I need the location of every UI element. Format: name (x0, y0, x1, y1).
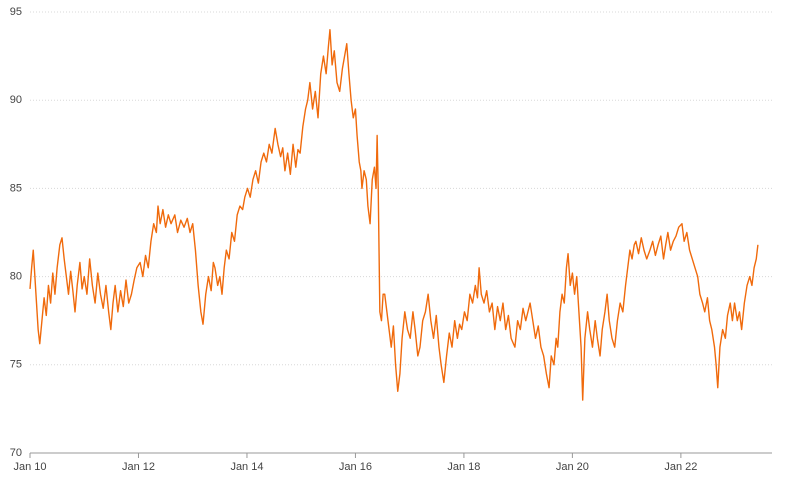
y-tick-label: 85 (10, 182, 22, 194)
x-tick-label: Jan 16 (339, 461, 372, 473)
x-tick-label: Jan 14 (230, 461, 263, 473)
y-tick-label: 95 (10, 6, 22, 18)
series-line (29, 28, 759, 401)
y-tick-label: 75 (10, 359, 22, 371)
x-tick-label: Jan 20 (556, 461, 589, 473)
y-tick-label: 90 (10, 94, 22, 106)
x-tick-label: Jan 18 (447, 461, 480, 473)
y-tick-label: 80 (10, 271, 22, 283)
x-tick-label: Jan 10 (13, 461, 46, 473)
y-tick-label: 70 (10, 447, 22, 459)
x-tick-label: Jan 22 (664, 461, 697, 473)
x-tick-label: Jan 12 (122, 461, 155, 473)
